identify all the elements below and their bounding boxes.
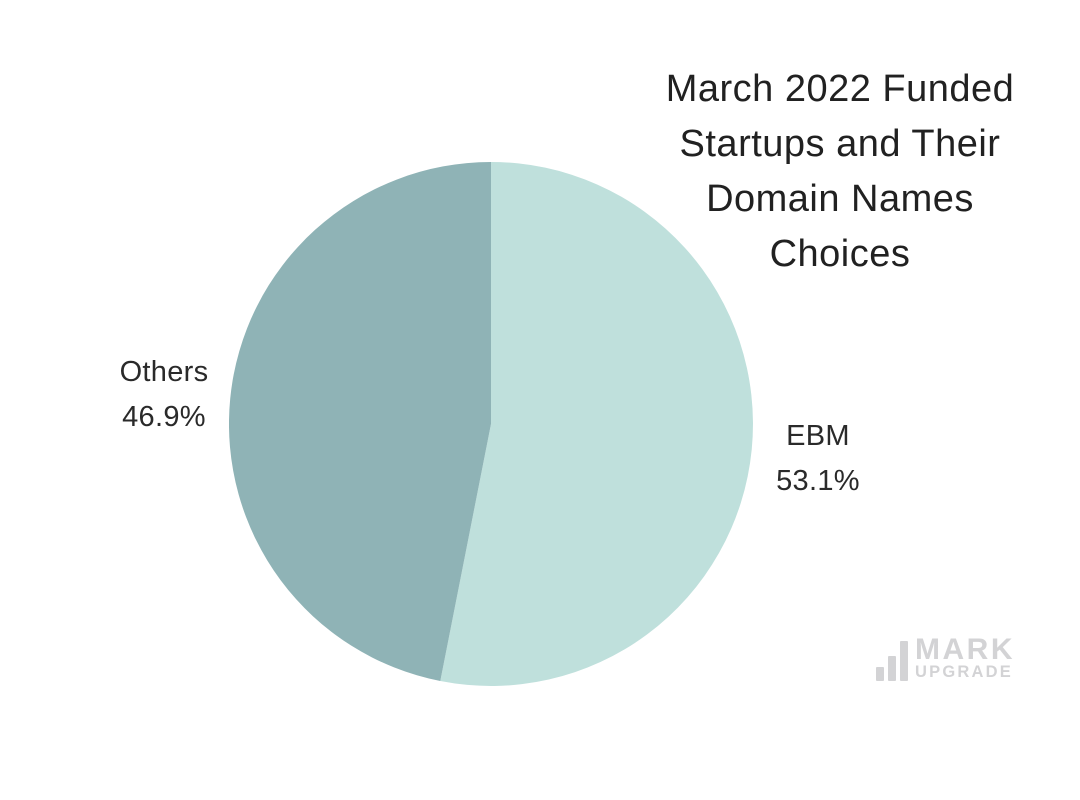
slice-label-value: 53.1% <box>776 465 860 497</box>
watermark-logo: MARK UPGRADE <box>876 633 1015 682</box>
slice-label-others: Others 46.9% <box>64 350 264 440</box>
slice-label-ebm: EBM 53.1% <box>718 414 918 504</box>
slice-label-value: 46.9% <box>122 401 206 433</box>
logo-bar <box>888 656 896 681</box>
chart-title-line: March 2022 Funded <box>665 68 1015 110</box>
pie-chart <box>229 162 753 686</box>
slice-label-name: EBM <box>786 420 850 452</box>
logo-wordmark-top: MARK <box>915 633 1015 666</box>
logo-text: MARK UPGRADE <box>915 633 1015 682</box>
logo-bar <box>900 641 908 681</box>
logo-wordmark-bottom: UPGRADE <box>915 663 1013 681</box>
slice-label-name: Others <box>119 356 209 388</box>
logo-bar <box>876 667 884 681</box>
pie-slice-ebm <box>440 162 753 686</box>
chart-title-line: Choices <box>769 233 911 275</box>
pie-slice-others <box>229 162 491 682</box>
chart-title-line: Domain Names <box>706 178 974 220</box>
chart-title: March 2022 Funded Startups and Their Dom… <box>620 62 1060 282</box>
chart-title-line: Startups and Their <box>679 123 1001 165</box>
bar-chart-icon <box>876 641 908 681</box>
